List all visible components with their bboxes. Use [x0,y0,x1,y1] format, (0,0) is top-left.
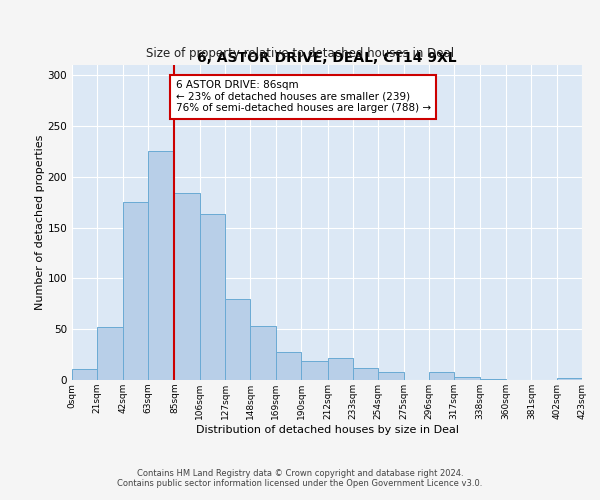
Bar [148,152,175,380]
Y-axis label: Number of detached properties: Number of detached properties [35,135,44,310]
Text: Contains HM Land Registry data © Crown copyright and database right 2024.: Contains HM Land Registry data © Crown c… [137,469,463,478]
Bar [72,369,97,380]
Bar [122,202,148,380]
Bar [97,327,122,380]
Bar [429,372,454,380]
Text: Contains public sector information licensed under the Open Government Licence v3: Contains public sector information licen… [118,479,482,488]
X-axis label: Distribution of detached houses by size in Deal: Distribution of detached houses by size … [196,424,458,434]
Text: Size of property relative to detached houses in Deal: Size of property relative to detached ho… [146,48,454,60]
Bar [454,377,479,380]
Bar [200,214,225,380]
Bar [175,193,200,380]
Bar [557,378,582,380]
Text: 6 ASTOR DRIVE: 86sqm
← 23% of detached houses are smaller (239)
76% of semi-deta: 6 ASTOR DRIVE: 86sqm ← 23% of detached h… [176,80,431,114]
Bar [225,298,250,380]
Bar [378,372,404,380]
Bar [301,360,328,380]
Title: 6, ASTOR DRIVE, DEAL, CT14 9XL: 6, ASTOR DRIVE, DEAL, CT14 9XL [197,51,457,65]
Bar [353,368,378,380]
Bar [276,352,301,380]
Bar [479,379,506,380]
Bar [328,358,353,380]
Bar [250,326,276,380]
